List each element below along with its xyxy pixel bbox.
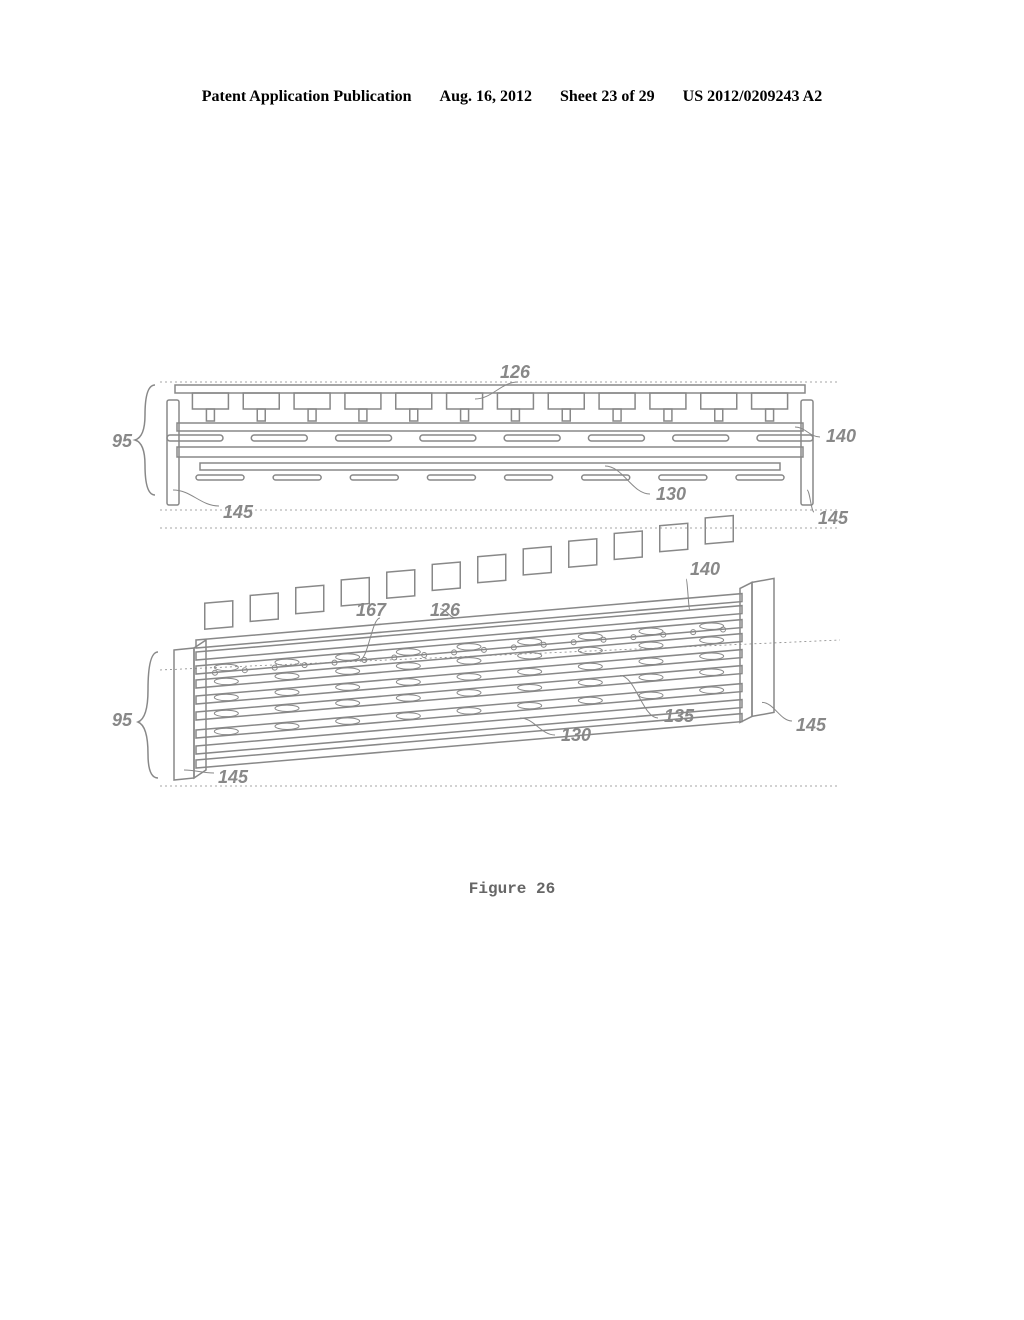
svg-text:135: 135 bbox=[664, 706, 695, 726]
svg-text:126: 126 bbox=[500, 362, 531, 382]
svg-text:140: 140 bbox=[826, 426, 856, 446]
pub-type: Patent Application Publication bbox=[202, 88, 412, 106]
svg-text:167: 167 bbox=[356, 600, 387, 620]
pub-date: Aug. 16, 2012 bbox=[440, 88, 532, 106]
patent-figure-svg: 95 126 140 130 145 145 95 140 167 126 135 130 145 145 bbox=[100, 300, 920, 860]
svg-text:130: 130 bbox=[561, 725, 591, 745]
svg-text:95: 95 bbox=[112, 431, 133, 451]
figure-container: 95 126 140 130 145 145 95 140 167 126 135 130 145 145 bbox=[100, 300, 920, 900]
svg-text:145: 145 bbox=[218, 767, 249, 787]
svg-text:145: 145 bbox=[223, 502, 254, 522]
sheet-number: Sheet 23 of 29 bbox=[560, 88, 655, 106]
svg-text:145: 145 bbox=[796, 715, 827, 735]
figure-caption: Figure 26 bbox=[0, 880, 1024, 898]
svg-text:145: 145 bbox=[818, 508, 849, 528]
pub-number: US 2012/0209243 A2 bbox=[683, 88, 823, 106]
svg-text:126: 126 bbox=[430, 600, 461, 620]
svg-text:140: 140 bbox=[690, 559, 720, 579]
svg-text:95: 95 bbox=[112, 710, 133, 730]
svg-text:130: 130 bbox=[656, 484, 686, 504]
page-header: Patent Application Publication Aug. 16, … bbox=[0, 88, 1024, 106]
